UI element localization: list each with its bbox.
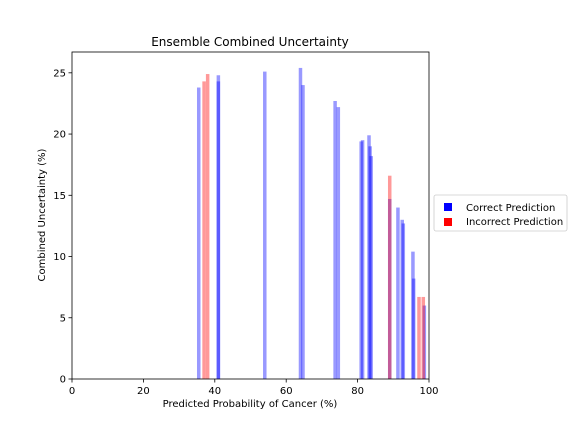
legend-label-incorrect: Incorrect Prediction <box>466 217 563 228</box>
correct-bar-3 <box>263 71 267 379</box>
correct-bar-11 <box>368 146 372 379</box>
correct-bar-18 <box>411 278 416 379</box>
plot-area <box>72 52 429 379</box>
correct-bar-19 <box>422 305 427 379</box>
y-axis-ticks: 0 5 10 15 20 25 <box>53 68 72 386</box>
correct-bar-4 <box>298 67 303 380</box>
x-tick-label-40: 40 <box>208 386 221 397</box>
correct-bar-6 <box>333 100 337 380</box>
x-tick-label-60: 60 <box>280 386 293 397</box>
correct-bar-7 <box>336 107 341 380</box>
plot-frame <box>71 51 430 380</box>
incorrect-bar-0 <box>202 81 206 379</box>
correct-bar-1 <box>216 75 221 380</box>
correct-bar-8 <box>359 141 363 379</box>
chart-title: Ensemble Combined Uncertainty <box>151 35 349 49</box>
x-tick-label-0: 0 <box>69 386 75 397</box>
incorrect-bar-4 <box>421 296 426 379</box>
y-tick-label-5: 5 <box>60 313 66 324</box>
legend-box <box>433 194 568 232</box>
x-tick-label-20: 20 <box>137 386 150 397</box>
y-tick-label-15: 15 <box>53 191 66 202</box>
correct-bar-2 <box>216 81 221 379</box>
incorrect-bar-1 <box>205 74 210 379</box>
correct-bar-12 <box>369 156 373 379</box>
correct-bar-10 <box>367 135 371 379</box>
legend-swatch-correct <box>444 203 452 211</box>
correct-bar-17 <box>411 251 415 379</box>
correct-bar-15 <box>400 219 404 379</box>
legend-swatch-incorrect <box>444 218 452 226</box>
x-tick-label-80: 80 <box>351 386 364 397</box>
incorrect-bar-2 <box>387 175 392 379</box>
x-axis-ticks: 0 20 40 60 80 100 <box>69 379 439 397</box>
bars-group <box>196 67 427 380</box>
x-axis-label: Predicted Probability of Cancer (%) <box>163 399 338 410</box>
correct-bar-13 <box>387 198 392 379</box>
correct-bar-14 <box>396 207 400 379</box>
legend-label-correct: Correct Prediction <box>466 203 555 214</box>
y-axis-label: Combined Uncertainty (%) <box>37 148 48 281</box>
correct-bar-0 <box>196 87 201 380</box>
y-tick-label-10: 10 <box>53 252 66 263</box>
correct-bar-16 <box>401 223 406 379</box>
y-tick-label-0: 0 <box>60 375 66 386</box>
x-tick-label-100: 100 <box>419 386 438 397</box>
incorrect-bar-3 <box>417 296 421 379</box>
y-tick-label-25: 25 <box>53 68 66 79</box>
legend: Correct Prediction Incorrect Prediction <box>433 194 568 232</box>
correct-bar-5 <box>301 85 305 379</box>
y-tick-label-20: 20 <box>53 130 66 141</box>
correct-bar-9 <box>360 140 365 379</box>
